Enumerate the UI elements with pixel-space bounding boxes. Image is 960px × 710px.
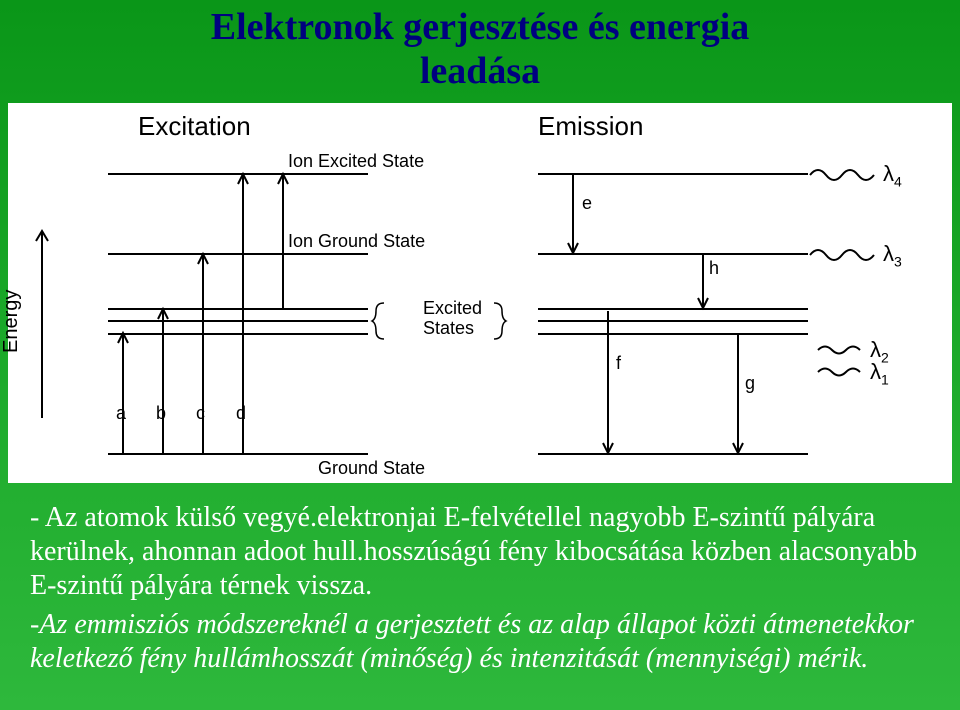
lambda4: λ4 [883,161,902,189]
energy-axis [32,223,52,423]
letter-d: d [236,403,246,424]
paragraph-2: -Az emmisziós módszereknél a gerjesztett… [30,608,930,675]
right-arrows [538,163,808,463]
states-label: States [423,318,474,339]
letter-c: c [196,403,205,424]
wave-lambda4 [808,165,878,185]
brace-left [370,301,390,341]
wave-lambda3 [808,245,878,265]
title-line2: leadása [420,50,540,92]
lambda3: λ3 [883,241,902,269]
lambda1: λ1 [870,359,889,387]
letter-g: g [745,373,755,394]
wave-lambda2 [816,343,866,357]
title-line1: Elektronok gerjesztése és energia [211,6,750,48]
letter-e: e [582,193,592,214]
ground-label: Ground State [318,458,425,479]
excitation-heading: Excitation [138,111,251,142]
ion-ground-label: Ion Ground State [288,231,425,252]
energy-diagram: Excitation Emission Energy a b c d Ion E… [8,103,952,483]
letter-a: a [116,403,126,424]
letter-h: h [709,258,719,279]
energy-axis-label: Energy [0,290,23,353]
letter-f: f [616,353,621,374]
wave-lambda1 [816,365,866,379]
ion-excited-label: Ion Excited State [288,151,424,172]
paragraph-1: - Az atomok külső vegyé.elektronjai E-fe… [30,501,930,602]
letter-b: b [156,403,166,424]
brace-right [488,301,508,341]
emission-heading: Emission [538,111,643,142]
body-text: - Az atomok külső vegyé.elektronjai E-fe… [0,483,960,675]
excited-label: Excited [423,298,482,319]
